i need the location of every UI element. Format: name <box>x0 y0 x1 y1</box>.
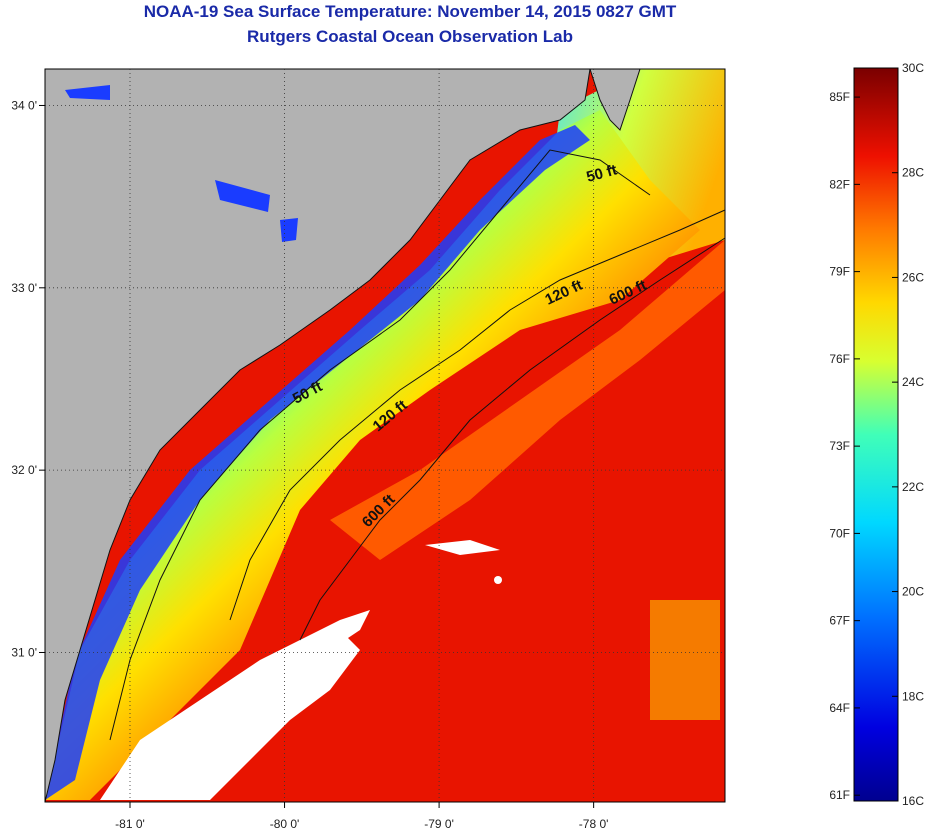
map-subtitle: Rutgers Coastal Ocean Observation Lab <box>247 27 573 46</box>
colorbar-c-label: 26C <box>902 270 924 284</box>
offshore-warm-band <box>330 240 725 560</box>
lon-tick-label: -81 0' <box>115 817 145 831</box>
lat-tick-label: 33 0' <box>11 281 37 295</box>
sst-map-area <box>45 69 725 802</box>
colorbar-f-label: 73F <box>829 439 850 453</box>
colorbar-f-label: 76F <box>829 352 850 366</box>
temperature-colorbar: 85F 82F 79F 76F 73F 70F 67F 64F 61F 30C 28C 26C 24C… <box>829 61 924 808</box>
lon-tick-label: -78 0' <box>579 817 609 831</box>
isobath-contours <box>109 149 726 741</box>
map-title: NOAA-19 Sea Surface Temperature: Novembe… <box>143 2 677 21</box>
colorbar-c-label: 18C <box>902 689 924 703</box>
colorbar-fahrenheit-labels: 85F 82F 79F 76F 73F 70F 67F 64F 61F <box>829 90 860 802</box>
northern-coastline <box>589 69 641 131</box>
map-frame <box>44 68 726 803</box>
warm-ocean-speckle <box>650 600 720 720</box>
longitude-ticks: -81 0' -80 0' -79 0' -78 0' <box>115 802 608 831</box>
colorbar-f-label: 61F <box>829 788 850 802</box>
latitude-ticks: 34 0' 33 0' 32 0' 31 0' <box>11 98 45 659</box>
lon-tick-label: -79 0' <box>424 817 454 831</box>
colorbar-c-label: 20C <box>902 585 924 599</box>
lat-tick-label: 34 0' <box>11 98 37 112</box>
colorbar-celsius-labels: 30C 28C 26C 24C 22C 20C 18C 16C <box>892 61 924 808</box>
isobath-120ft <box>229 209 726 621</box>
lat-tick-label: 32 0' <box>11 463 37 477</box>
lat-tick-label: 31 0' <box>11 645 37 659</box>
isobath-50ft <box>109 149 651 741</box>
land-mass <box>45 69 591 802</box>
colorbar-f-label: 67F <box>829 614 850 628</box>
map-gridlines <box>45 69 725 802</box>
colorbar-ramp <box>853 67 899 802</box>
shelf-water <box>45 110 700 800</box>
isobath-600ft <box>299 237 726 641</box>
colorbar-c-label: 22C <box>902 480 924 494</box>
colorbar-f-label: 82F <box>829 177 850 191</box>
inland-water-bodies <box>65 85 298 242</box>
colorbar-c-label: 16C <box>902 794 924 808</box>
colorbar-c-label: 30C <box>902 61 924 75</box>
colorbar-f-label: 64F <box>829 701 850 715</box>
lon-tick-label: -80 0' <box>270 817 300 831</box>
colorbar-f-label: 70F <box>829 526 850 540</box>
cloud-patches <box>100 540 502 800</box>
colorbar-f-label: 79F <box>829 265 850 279</box>
colorbar-c-label: 28C <box>902 166 924 180</box>
colorbar-f-label: 85F <box>829 90 850 104</box>
colorbar-c-label: 24C <box>902 375 924 389</box>
